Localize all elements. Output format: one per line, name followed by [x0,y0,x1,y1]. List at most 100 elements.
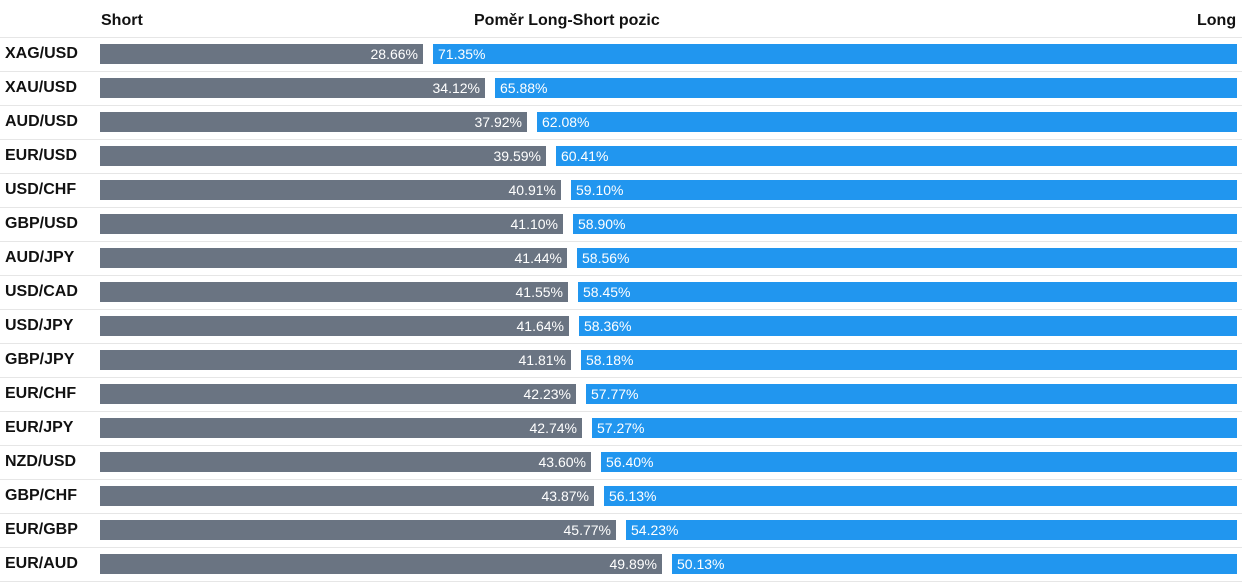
pair-label: EUR/GBP [5,521,78,538]
long-bar: 58.36% [579,316,1237,336]
row-divider [0,71,1242,72]
chart-row: AUD/USD 37.92% 62.08% [0,105,1250,140]
row-divider [0,275,1242,276]
long-value-label: 58.36% [584,318,632,334]
row-divider [0,105,1242,106]
pair-label: NZD/USD [5,453,77,470]
long-bar: 57.27% [592,418,1237,438]
short-bar: 34.12% [100,78,485,98]
chart-row: EUR/AUD 49.89% 50.13% [0,547,1250,582]
short-bar: 43.87% [100,486,594,506]
long-header: Long [1197,12,1237,29]
chart-row: EUR/JPY 42.74% 57.27% [0,411,1250,446]
short-value-label: 41.55% [515,284,563,300]
chart-row: USD/JPY 41.64% 58.36% [0,309,1250,344]
chart-row: GBP/JPY 41.81% 58.18% [0,343,1250,378]
row-divider [0,411,1242,412]
long-bar: 58.90% [573,214,1237,234]
long-bar: 56.40% [601,452,1237,472]
row-divider [0,445,1242,446]
long-value-label: 58.18% [586,352,634,368]
pair-label: GBP/USD [5,215,78,232]
long-value-label: 57.77% [591,386,639,402]
short-value-label: 42.23% [523,386,571,402]
long-bar: 56.13% [604,486,1237,506]
long-bar: 50.13% [672,554,1237,574]
short-bar: 42.23% [100,384,576,404]
pair-label: USD/CHF [5,181,77,198]
short-value-label: 49.89% [609,556,657,572]
pair-label: XAU/USD [5,79,78,96]
row-divider [0,377,1242,378]
short-value-label: 41.44% [514,250,562,266]
chart-row: XAU/USD 34.12% 65.88% [0,71,1250,106]
chart-row: GBP/USD 41.10% 58.90% [0,207,1250,242]
pair-label: EUR/USD [5,147,78,164]
long-value-label: 60.41% [561,148,609,164]
long-value-label: 65.88% [500,80,548,96]
pair-label: AUD/USD [5,113,78,130]
long-value-label: 56.40% [606,454,654,470]
pair-label: EUR/JPY [5,419,74,436]
long-bar: 59.10% [571,180,1237,200]
short-value-label: 41.81% [518,352,566,368]
row-divider [0,513,1242,514]
row-divider [0,479,1242,480]
long-value-label: 58.56% [582,250,630,266]
pair-label: AUD/JPY [5,249,75,266]
short-value-label: 28.66% [370,46,418,62]
chart-title: Poměr Long-Short pozic [474,12,660,29]
row-divider [0,241,1242,242]
short-value-label: 41.10% [510,216,558,232]
pair-label: USD/JPY [5,317,74,334]
short-value-label: 37.92% [474,114,522,130]
short-value-label: 43.60% [538,454,586,470]
short-bar: 45.77% [100,520,616,540]
short-bar: 41.64% [100,316,569,336]
pair-label: GBP/CHF [5,487,77,504]
pair-label: EUR/CHF [5,385,77,402]
chart-row: USD/CHF 40.91% 59.10% [0,173,1250,208]
long-value-label: 59.10% [576,182,624,198]
short-bar: 39.59% [100,146,546,166]
long-value-label: 54.23% [631,522,679,538]
short-bar: 41.81% [100,350,571,370]
chart-row: EUR/GBP 45.77% 54.23% [0,513,1250,548]
short-bar: 42.74% [100,418,582,438]
short-value-label: 39.59% [493,148,541,164]
pair-label: GBP/JPY [5,351,75,368]
short-bar: 41.55% [100,282,568,302]
long-bar: 58.45% [578,282,1237,302]
short-value-label: 42.74% [529,420,577,436]
short-bar: 37.92% [100,112,527,132]
chart-row: EUR/USD 39.59% 60.41% [0,139,1250,174]
long-value-label: 62.08% [542,114,590,130]
row-divider [0,139,1242,140]
long-bar: 58.56% [577,248,1237,268]
long-bar: 71.35% [433,44,1237,64]
chart-row: USD/CAD 41.55% 58.45% [0,275,1250,310]
pair-label: XAG/USD [5,45,78,62]
short-value-label: 34.12% [432,80,480,96]
long-bar: 58.18% [581,350,1237,370]
short-bar: 41.44% [100,248,567,268]
short-bar: 41.10% [100,214,563,234]
short-value-label: 45.77% [563,522,611,538]
chart-row: GBP/CHF 43.87% 56.13% [0,479,1250,514]
long-value-label: 58.45% [583,284,631,300]
long-value-label: 57.27% [597,420,645,436]
chart-row: NZD/USD 43.60% 56.40% [0,445,1250,480]
short-value-label: 41.64% [516,318,564,334]
long-value-label: 71.35% [438,46,486,62]
short-bar: 43.60% [100,452,591,472]
short-bar: 49.89% [100,554,662,574]
chart-row: AUD/JPY 41.44% 58.56% [0,241,1250,276]
short-bar: 40.91% [100,180,561,200]
row-divider [0,343,1242,344]
long-bar: 62.08% [537,112,1237,132]
row-divider [0,207,1242,208]
short-bar: 28.66% [100,44,423,64]
chart-row: EUR/CHF 42.23% 57.77% [0,377,1250,412]
chart-row: XAG/USD 28.66% 71.35% [0,37,1250,72]
